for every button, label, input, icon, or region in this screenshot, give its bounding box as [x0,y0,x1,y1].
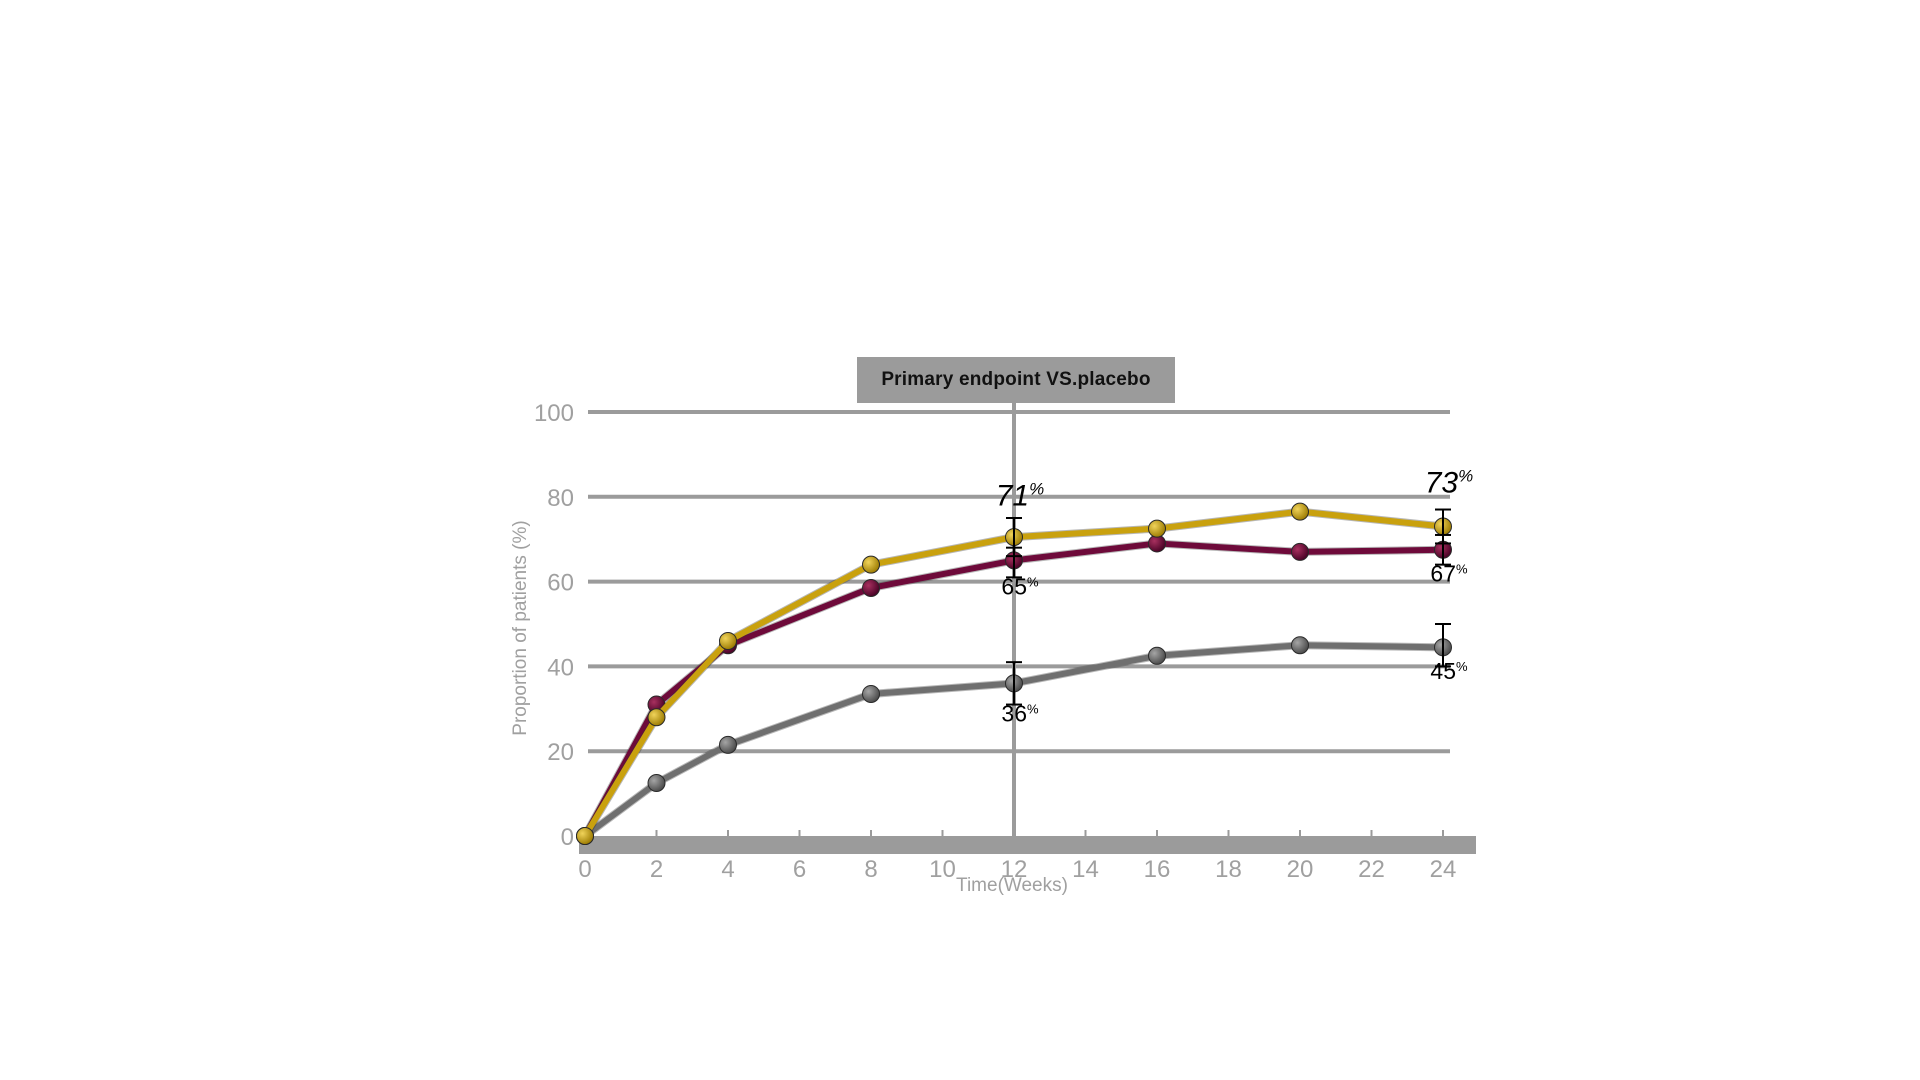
x-tick-label: 0 [578,856,591,883]
y-tick-label: 60 [547,570,574,597]
series-treatment-a [576,502,1452,845]
data-label: 45% [1430,658,1468,684]
data-label-value: 67 [1430,561,1456,587]
x-axis-band [579,836,1476,854]
data-label: 73% [1425,467,1474,500]
y-tick-label: 20 [547,739,574,766]
data-point [1148,646,1166,665]
x-tick-label: 16 [1144,856,1171,883]
x-tick-label: 18 [1215,856,1242,883]
series-line [582,540,1446,839]
x-tick-label: 22 [1358,856,1385,883]
y-tick-label: 40 [547,654,574,681]
y-axis-title: Proportion of patients (%) [510,520,531,735]
data-point [719,631,737,650]
y-tick-label: 0 [561,824,574,851]
annotation-layer: 71% 73%65% 67%36%45% [996,467,1474,727]
data-point [862,578,880,597]
data-point [862,684,880,703]
x-tick-label: 12 [1001,856,1028,883]
data-label-value: 71 [996,479,1029,512]
data-label-value: 73 [1425,467,1459,500]
data-label-unit: % [1456,562,1468,577]
data-point [862,555,880,574]
x-tick-label: 20 [1287,856,1314,883]
data-label-unit: % [1027,702,1039,717]
data-point [1291,542,1309,561]
error-bar [1006,546,1022,579]
data-point [1291,636,1309,655]
data-label-unit: % [1029,479,1044,498]
error-bar [1006,661,1022,706]
data-point [647,774,666,792]
data-point [647,708,666,727]
data-label: 71% [996,479,1045,512]
data-label-unit: % [1458,467,1473,486]
errorbar-layer [1006,508,1451,706]
series-treatment-b [576,534,1452,845]
data-point [576,827,594,845]
y-tick-label: 80 [547,485,574,512]
y-tick-label: 100 [534,400,574,427]
data-label: 36% [1001,701,1039,727]
x-tick-label: 24 [1430,856,1457,883]
x-axis-title: Time(Weeks) [956,875,1068,896]
data-label: 67% [1430,561,1468,587]
x-tick-label: 14 [1072,856,1099,883]
series-line [582,508,1446,839]
series-line [582,642,1446,839]
series-layer [576,502,1452,845]
data-label-value: 36 [1001,701,1027,727]
x-tick-label: 8 [864,856,877,883]
data-point [1291,502,1309,521]
error-bar [1435,533,1451,566]
chart-title: Primary endpoint VS.placebo [857,357,1175,403]
data-point [1148,519,1166,538]
error-bar [1435,623,1451,668]
grid-layer [588,400,1450,836]
data-label-value: 45 [1430,658,1456,684]
data-label: 65% [1001,573,1039,599]
series-placebo [576,636,1452,845]
x-tick-label: 10 [929,856,956,883]
data-label-unit: % [1456,659,1468,674]
x-tick-label: 6 [793,856,806,883]
data-label-unit: % [1027,574,1039,589]
data-label-value: 65 [1001,573,1027,599]
x-tick-label: 2 [650,856,663,883]
x-tick-label: 4 [721,856,734,883]
data-point [719,735,737,754]
